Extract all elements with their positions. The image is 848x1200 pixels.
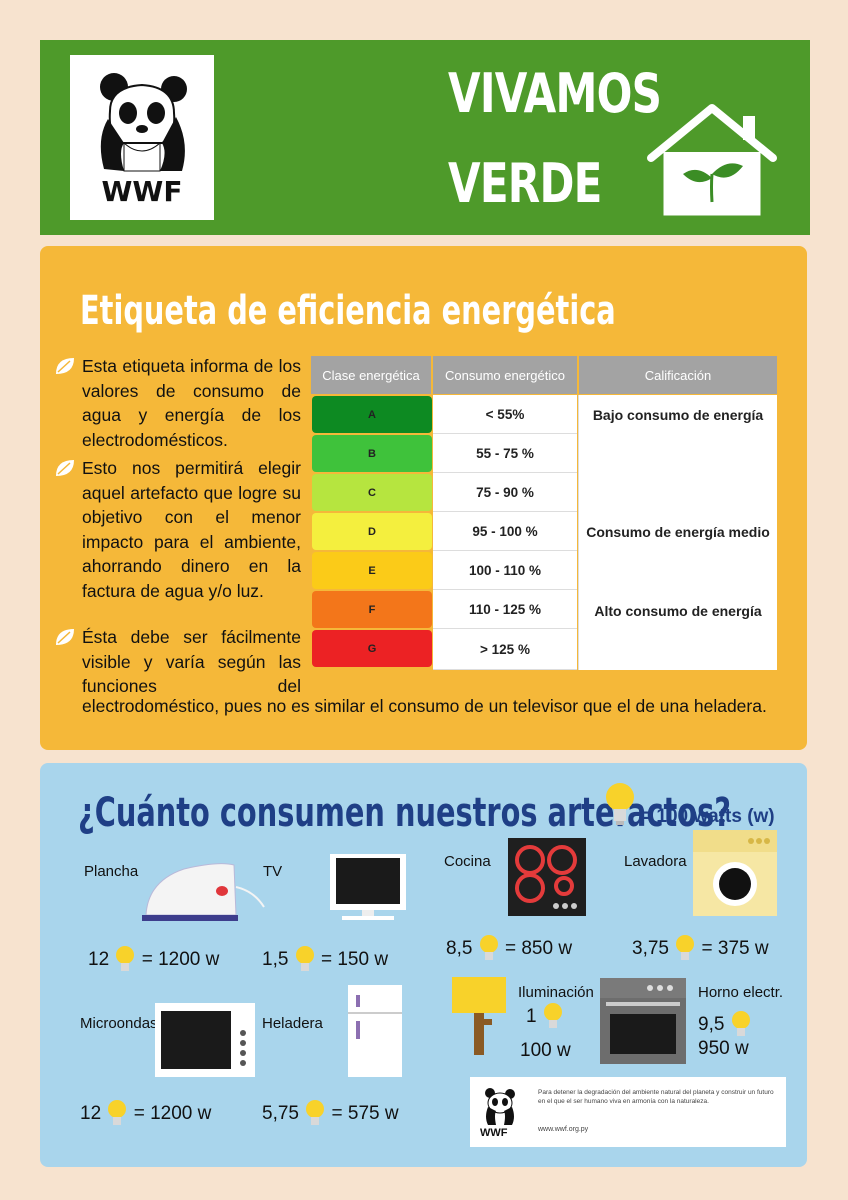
value-microondas: 12 = 1200 w xyxy=(80,1099,211,1129)
bulb-icon xyxy=(108,1100,127,1125)
energy-class-a: A xyxy=(312,396,432,433)
efficiency-title: Etiqueta de eficiencia energética xyxy=(80,288,616,334)
label-plancha: Plancha xyxy=(84,863,139,880)
paragraph-2: Esto nos permitirá elegir aquel artefact… xyxy=(82,458,301,601)
leaf-bullet-icon xyxy=(56,460,74,476)
value-lavadora: 3,75 = 375 w xyxy=(632,934,769,964)
washing-machine-icon xyxy=(693,830,777,916)
count-cocina: 8,5 xyxy=(446,938,473,960)
value-cocina: 8,5 = 850 w xyxy=(446,934,572,964)
energy-class-b: B xyxy=(312,435,432,472)
footer-logo-text: WWF xyxy=(480,1127,508,1139)
bulb-icon xyxy=(295,946,314,971)
energy-class-e: E xyxy=(312,552,432,589)
cooktop-icon xyxy=(508,838,586,916)
value-iluminacion-count: 1 xyxy=(526,1002,564,1032)
paragraph-3-end: electrodoméstico, pues no es similar el … xyxy=(82,696,767,716)
count-plancha: 12 xyxy=(88,949,110,971)
iron-icon xyxy=(142,863,265,921)
footer-text: Para detener la degradación del ambiente… xyxy=(538,1089,774,1105)
panda-icon xyxy=(485,1088,515,1125)
label-tv: TV xyxy=(263,863,283,880)
lamp-icon xyxy=(452,977,506,1055)
label-microondas: Microondas xyxy=(80,1015,158,1032)
consumo-cell: 100 - 110 % xyxy=(433,551,577,590)
label-heladera: Heladera xyxy=(262,1015,323,1032)
title-line-2: VERDE xyxy=(448,152,602,215)
watts-plancha: = 1200 w xyxy=(141,949,220,971)
consumo-cell: > 125 % xyxy=(433,629,577,670)
header-consumo: Consumo energético xyxy=(433,356,577,394)
count-horno: 9,5 xyxy=(698,1014,725,1036)
calificacion-medio: Consumo de energía medio xyxy=(586,524,770,540)
label-lavadora: Lavadora xyxy=(624,853,687,870)
energy-class-c: C xyxy=(312,474,432,511)
paragraph-1: Esta etiqueta informa de los valores de … xyxy=(82,356,301,450)
bulb-legend: = 100 watts (w) xyxy=(640,806,775,827)
consumo-cell: 55 - 75 % xyxy=(433,434,577,473)
energy-class-d: D xyxy=(312,513,432,550)
label-horno: Horno electr. xyxy=(698,984,784,1001)
calificacion-alto: Alto consumo de energía xyxy=(594,603,762,619)
value-horno-count: 9,5 xyxy=(698,1010,752,1040)
watts-lavadora: = 375 w xyxy=(701,938,769,960)
energy-class-f: F xyxy=(312,591,432,628)
bulb-icon xyxy=(731,1011,750,1036)
value-plancha: 12 = 1200 w xyxy=(88,945,219,975)
watts-heladera: = 575 w xyxy=(331,1103,399,1125)
header-clase: Clase energética xyxy=(311,356,431,394)
value-tv: 1,5 = 150 w xyxy=(262,945,388,975)
footer-url[interactable]: www.wwf.org.py xyxy=(538,1126,589,1133)
value-heladera: 5,75 = 575 w xyxy=(262,1099,399,1129)
energy-class-g: G xyxy=(312,630,432,667)
watts-tv: = 150 w xyxy=(320,949,389,971)
consumo-cell: 110 - 125 % xyxy=(433,590,577,629)
footer-card: WWF Para detener la degradación del ambi… xyxy=(470,1077,786,1147)
watts-cocina: = 850 w xyxy=(504,938,573,960)
bulb-icon xyxy=(306,1100,325,1125)
watts-microondas: = 1200 w xyxy=(133,1103,212,1125)
title-line-1: VIVAMOS xyxy=(448,62,662,125)
count-lavadora: 3,75 xyxy=(632,938,669,960)
panda-icon xyxy=(100,73,187,172)
count-heladera: 5,75 xyxy=(262,1103,299,1125)
consumo-cell: < 55% xyxy=(433,395,577,434)
header-calificacion: Calificación xyxy=(579,356,777,394)
microwave-icon xyxy=(155,1003,255,1077)
bulb-icon xyxy=(479,935,498,960)
header-banner: WWF VIVAMOS VERDE xyxy=(40,40,810,235)
label-iluminacion: Iluminación xyxy=(518,984,594,1001)
paragraph-3-start: Ésta debe ser fácilmente visible y varía… xyxy=(82,627,301,696)
bulb-icon xyxy=(543,1003,562,1028)
calificacion-column: Bajo consumo de energía Consumo de energ… xyxy=(578,395,777,670)
watts-iluminacion: 100 w xyxy=(520,1040,571,1061)
bulb-icon xyxy=(606,783,634,825)
consumo-cell: 75 - 90 % xyxy=(433,473,577,512)
calificacion-bajo: Bajo consumo de energía xyxy=(592,407,764,423)
count-iluminacion: 1 xyxy=(526,1006,537,1028)
logo-text: WWF xyxy=(101,175,183,208)
consumo-cell: 95 - 100 % xyxy=(433,512,577,551)
watts-horno: 950 w xyxy=(698,1038,749,1059)
oven-icon xyxy=(600,978,686,1064)
count-tv: 1,5 xyxy=(262,949,289,971)
bulb-icon xyxy=(676,935,695,960)
bulb-icon xyxy=(116,946,135,971)
house-sprout-icon xyxy=(647,104,777,216)
leaf-bullet-icon xyxy=(56,629,74,645)
energy-label-table: Clase energética Consumo energético Cali… xyxy=(311,356,777,670)
fridge-icon xyxy=(348,985,402,1077)
tv-icon xyxy=(330,854,406,920)
leaf-bullet-icon xyxy=(56,358,74,374)
count-microondas: 12 xyxy=(80,1103,102,1125)
wwf-logo: WWF xyxy=(70,55,214,220)
label-cocina: Cocina xyxy=(444,853,491,870)
